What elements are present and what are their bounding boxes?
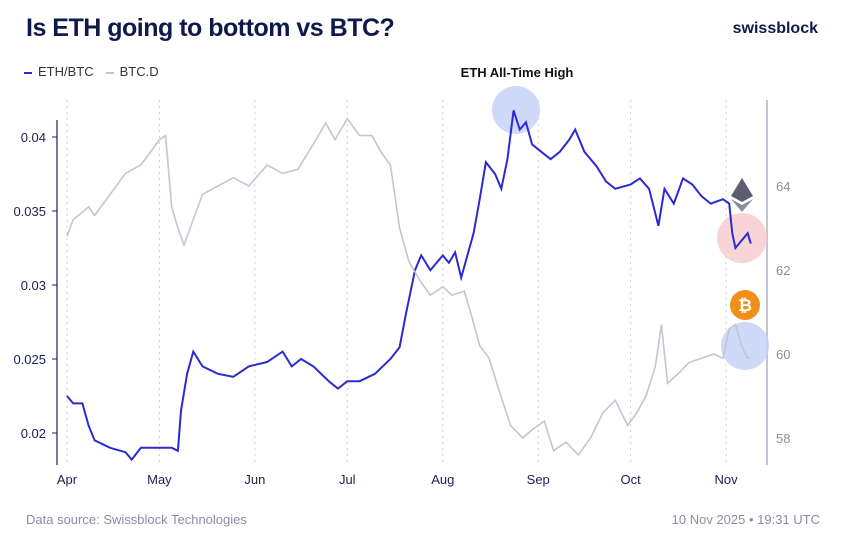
y-right-tick-label: 60 — [776, 347, 790, 362]
brand-logo: swissblock — [732, 20, 818, 37]
page-title: Is ETH going to bottom vs BTC? — [26, 14, 395, 42]
y-right-tick-label: 58 — [776, 431, 790, 446]
ethereum-icon — [731, 178, 753, 202]
legend-eth-btc: ETH/BTC — [24, 64, 94, 79]
x-tick-label: Sep — [527, 472, 550, 487]
bitcoin-icon — [730, 290, 760, 320]
x-tick-label: May — [147, 472, 172, 487]
y-left-tick-label: 0.02 — [21, 426, 46, 441]
legend-label: ETH/BTC — [38, 64, 94, 79]
y-right-tick-label: 62 — [776, 263, 790, 278]
x-tick-label: Aug — [431, 472, 454, 487]
x-tick-label: Apr — [57, 472, 78, 487]
btc-highlight-circle — [721, 322, 769, 370]
y-right-tick-label: 64 — [776, 179, 790, 194]
ath-highlight-circle — [492, 86, 540, 134]
chart-legend: ETH/BTC BTC.D — [24, 64, 159, 79]
legend-btc-d: BTC.D — [105, 64, 159, 79]
x-tick-label: Oct — [621, 472, 642, 487]
x-tick-label: Jun — [244, 472, 265, 487]
btc-dominance-line — [66, 117, 751, 457]
ethereum-icon-lower — [731, 199, 753, 212]
y-left-tick-label: 0.025 — [13, 352, 46, 367]
data-source: Data source: Swissblock Technologies — [26, 512, 247, 527]
eth-btc-line — [66, 110, 752, 462]
eth-highlight-circle — [717, 213, 767, 263]
y-left-tick-label: 0.035 — [13, 204, 46, 219]
x-tick-label: Jul — [339, 472, 356, 487]
y-left-tick-label: 0.04 — [21, 130, 46, 145]
bitcoin-symbol: ₿ — [738, 296, 752, 315]
timestamp: 10 Nov 2025 • 19:31 UTC — [671, 512, 820, 527]
ath-annotation: ETH All-Time High — [461, 65, 574, 80]
legend-label: BTC.D — [119, 64, 159, 79]
x-tick-label: Nov — [715, 472, 739, 487]
y-left-tick-label: 0.03 — [21, 278, 46, 293]
